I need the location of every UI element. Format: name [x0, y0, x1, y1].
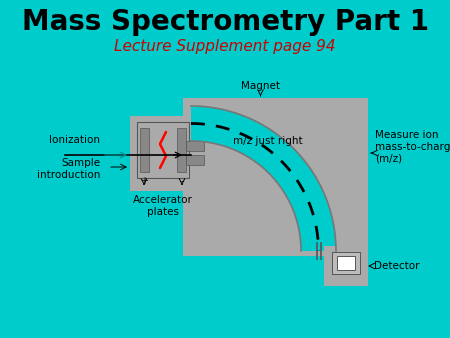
- Polygon shape: [191, 106, 336, 251]
- Text: m/z just right: m/z just right: [233, 136, 302, 146]
- Bar: [332, 252, 360, 274]
- Text: Accelerator
plates: Accelerator plates: [133, 195, 193, 217]
- Bar: [183, 98, 368, 256]
- Text: Lecture Supplement page 94: Lecture Supplement page 94: [114, 39, 336, 53]
- Text: Magnet: Magnet: [241, 81, 280, 91]
- Bar: [177, 128, 186, 172]
- Text: Measure ion
mass-to-charge ratio
(m/z): Measure ion mass-to-charge ratio (m/z): [375, 130, 450, 164]
- Text: Mass Spectrometry Part 1: Mass Spectrometry Part 1: [22, 8, 428, 36]
- Bar: [140, 128, 149, 172]
- Text: Ionization: Ionization: [49, 135, 100, 145]
- Bar: [324, 246, 368, 286]
- Bar: [186, 141, 204, 151]
- Text: -: -: [180, 176, 184, 186]
- Bar: [186, 155, 204, 165]
- Bar: [130, 116, 195, 191]
- Bar: [137, 122, 189, 178]
- Text: +: +: [140, 176, 148, 186]
- Text: Detector: Detector: [374, 261, 419, 271]
- Text: Sample
introduction: Sample introduction: [36, 158, 100, 179]
- Bar: [337, 256, 355, 270]
